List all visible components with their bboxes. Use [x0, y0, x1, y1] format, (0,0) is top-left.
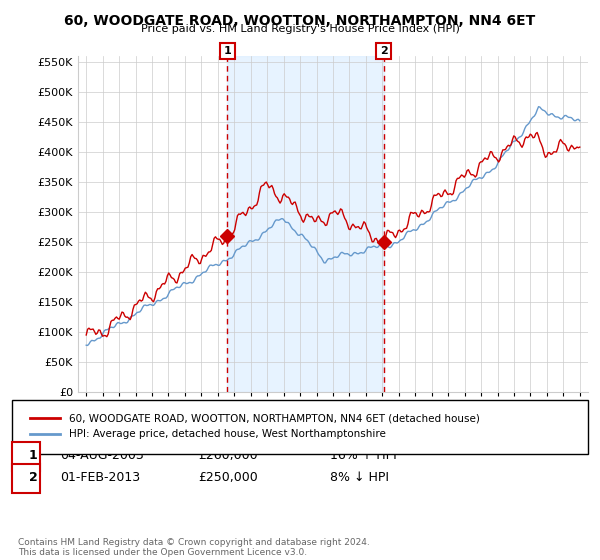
Text: Price paid vs. HM Land Registry's House Price Index (HPI): Price paid vs. HM Land Registry's House …	[140, 24, 460, 34]
Text: 8% ↓ HPI: 8% ↓ HPI	[330, 471, 389, 484]
Text: 04-AUG-2003: 04-AUG-2003	[60, 449, 144, 462]
Text: 1: 1	[29, 449, 38, 462]
Text: 2: 2	[380, 46, 388, 56]
Text: £260,000: £260,000	[198, 449, 257, 462]
Text: £250,000: £250,000	[198, 471, 258, 484]
Text: Contains HM Land Registry data © Crown copyright and database right 2024.
This d: Contains HM Land Registry data © Crown c…	[18, 538, 370, 557]
Text: 2: 2	[29, 471, 38, 484]
Text: 1: 1	[224, 46, 231, 56]
Text: 60, WOODGATE ROAD, WOOTTON, NORTHAMPTON, NN4 6ET: 60, WOODGATE ROAD, WOOTTON, NORTHAMPTON,…	[64, 14, 536, 28]
Text: 60, WOODGATE ROAD, WOOTTON, NORTHAMPTON, NN4 6ET (detached house): 60, WOODGATE ROAD, WOOTTON, NORTHAMPTON,…	[69, 413, 480, 423]
Text: HPI: Average price, detached house, West Northamptonshire: HPI: Average price, detached house, West…	[69, 429, 386, 439]
Text: 16% ↑ HPI: 16% ↑ HPI	[330, 449, 397, 462]
Bar	[227, 56, 383, 392]
Text: 01-FEB-2013: 01-FEB-2013	[60, 471, 140, 484]
